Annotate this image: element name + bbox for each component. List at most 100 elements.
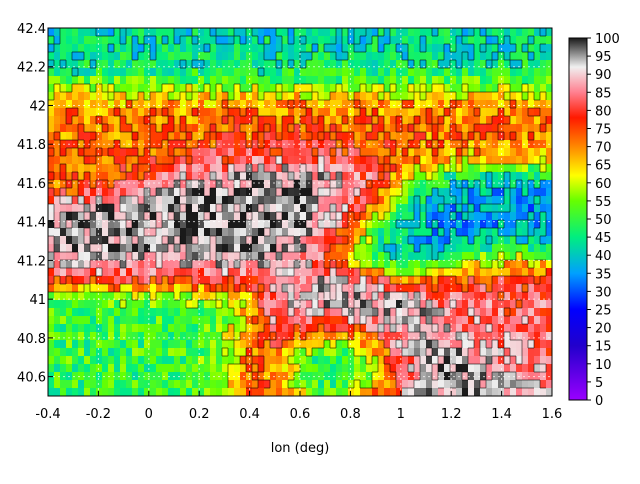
heatmap-cell [372,212,379,221]
heatmap-cell [516,236,523,245]
heatmap-cell [96,348,103,357]
heatmap-cell [516,148,523,157]
heatmap-cell [276,196,283,205]
heatmap-cell [408,380,415,389]
heatmap-cell [354,308,361,317]
heatmap-cell [294,60,301,69]
heatmap-cell [90,380,97,389]
heatmap-cell [234,44,241,53]
heatmap-cell [240,316,247,325]
heatmap-cell [342,52,349,61]
heatmap-cell [174,204,181,213]
heatmap-cell [180,356,187,365]
heatmap-cell [324,316,331,325]
heatmap-cell [330,68,337,77]
heatmap-cell [534,76,541,85]
heatmap-cell [324,276,331,285]
heatmap-cell [492,284,499,293]
heatmap-cell [198,364,205,373]
heatmap-cell [246,228,253,237]
heatmap-cell [126,172,133,181]
heatmap-cell [396,204,403,213]
heatmap-cell [348,252,355,261]
heatmap-cell [348,124,355,133]
heatmap-cell [336,100,343,109]
heatmap-cell [216,340,223,349]
heatmap-cell [222,188,229,197]
heatmap-cell [288,76,295,85]
heatmap-cell [384,172,391,181]
heatmap-cell [84,28,91,37]
heatmap-cell [408,188,415,197]
heatmap-cell [198,180,205,189]
heatmap-cell [102,164,109,173]
heatmap-cell [306,188,313,197]
heatmap-cell [336,300,343,309]
heatmap-cell [402,108,409,117]
heatmap-cell [498,212,505,221]
heatmap-cell [228,316,235,325]
heatmap-cell [156,284,163,293]
heatmap-cell [432,172,439,181]
heatmap-cell [546,300,552,309]
heatmap-cell [426,340,433,349]
heatmap-cell [264,300,271,309]
heatmap-cell [450,228,457,237]
heatmap-cell [252,380,259,389]
heatmap-cell [480,236,487,245]
heatmap-cell [78,140,85,149]
heatmap-cell [78,348,85,357]
heatmap-cell [486,84,493,93]
heatmap-cell [348,92,355,101]
heatmap-cell [294,356,301,365]
heatmap-cell [108,268,115,277]
heatmap-cell [462,364,469,373]
heatmap-cell [174,28,181,37]
heatmap-cell [60,84,67,93]
heatmap-cell [252,164,259,173]
heatmap-cell [84,332,91,341]
heatmap-cell [66,180,73,189]
heatmap-cell [504,276,511,285]
heatmap-cell [258,28,265,37]
heatmap-cell [438,324,445,333]
heatmap-cell [144,172,151,181]
heatmap-cell [504,84,511,93]
heatmap-cell [192,276,199,285]
heatmap-cell [390,380,397,389]
heatmap-cell [114,372,121,381]
heatmap-cell [162,348,169,357]
heatmap-cell [222,308,229,317]
heatmap-cell [348,84,355,93]
heatmap-cell [246,116,253,125]
heatmap-cell [246,188,253,197]
heatmap-cell [318,228,325,237]
heatmap-cell [432,228,439,237]
heatmap-cell [108,348,115,357]
heatmap-cell [504,284,511,293]
heatmap-cell [486,316,493,325]
heatmap-cell [462,284,469,293]
heatmap-cell [96,244,103,253]
heatmap-cell [408,236,415,245]
heatmap-cell [474,172,481,181]
heatmap-cell [228,236,235,245]
heatmap-cell [156,28,163,37]
heatmap-cell [330,236,337,245]
heatmap-cell [450,196,457,205]
y-tick-label: 41.8 [17,138,46,153]
heatmap-cell [168,316,175,325]
heatmap-cell [420,204,427,213]
heatmap-cell [84,308,91,317]
heatmap-cell [420,324,427,333]
heatmap-cell [522,188,529,197]
heatmap-cell [156,156,163,165]
heatmap-cell [360,68,367,77]
heatmap-cell [366,68,373,77]
heatmap-cell [426,148,433,157]
heatmap-cell [534,68,541,77]
heatmap-cell [378,364,385,373]
heatmap-cell [216,260,223,269]
heatmap-cell [246,28,253,37]
heatmap-cell [264,108,271,117]
